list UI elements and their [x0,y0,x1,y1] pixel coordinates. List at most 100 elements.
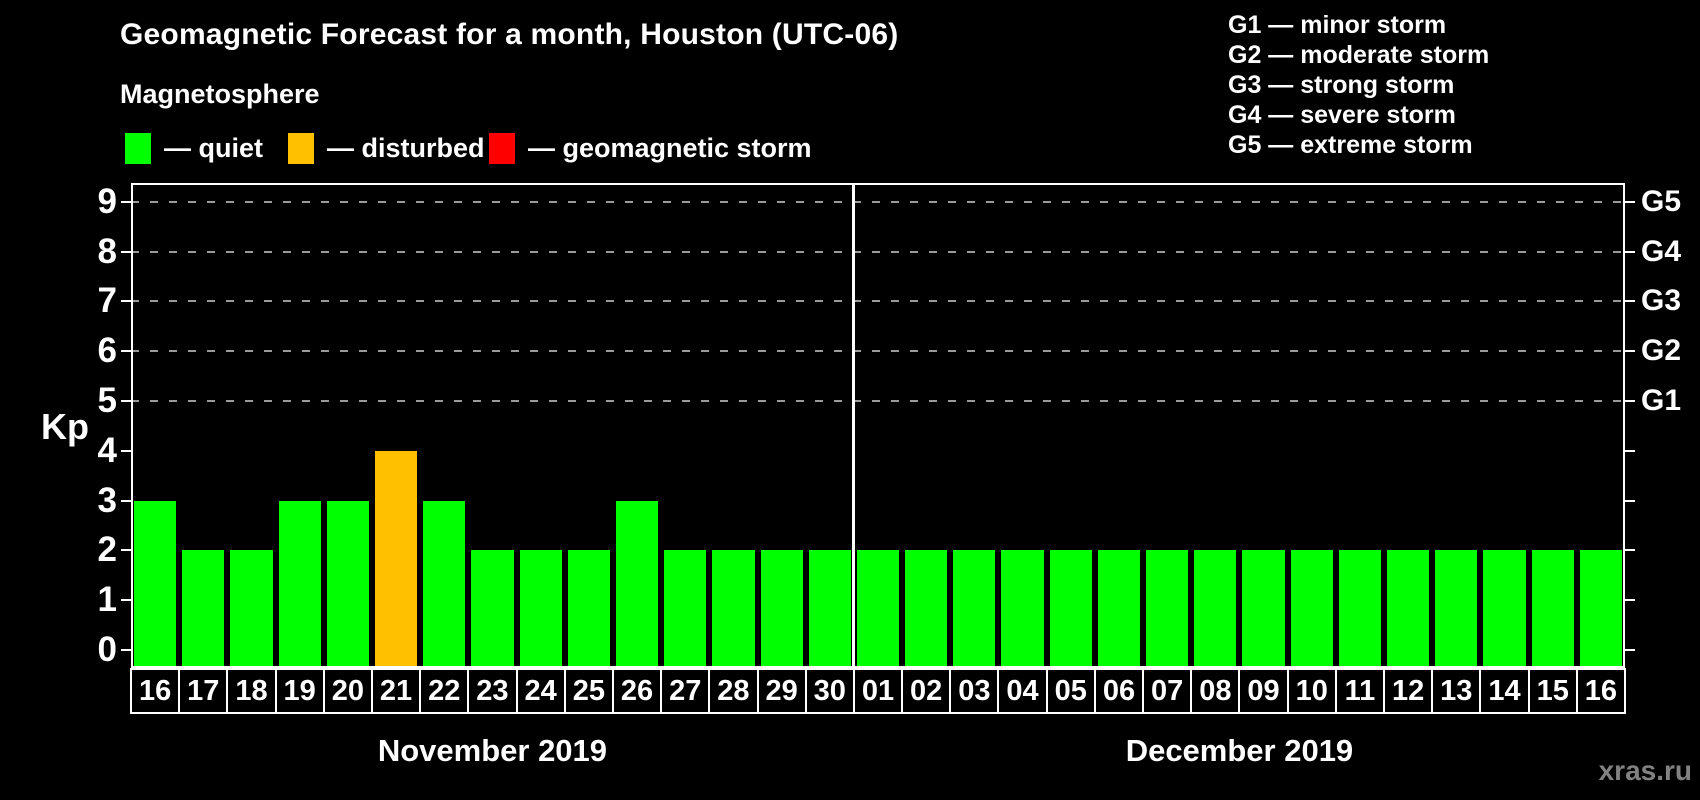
y-tick-left-1 [121,599,131,602]
kp-bar-day-07 [1146,550,1189,666]
kp-bar-day-24 [519,550,562,666]
y-tick-left-6 [121,350,131,353]
y-tick-right-4 [1625,449,1635,452]
day-label-cell: 23 [467,668,518,714]
g-scale-legend-line: G1 — minor storm [1228,11,1447,39]
y-tick-right-8 [1625,250,1635,253]
g-scale-legend-line: G4 — severe storm [1228,101,1456,129]
y-tick-label-4: 4 [97,430,117,470]
day-label-cell: 07 [1142,668,1193,714]
legend-item-geomagnetic-storm: — geomagnetic storm [489,133,812,164]
kp-bar-day-21 [374,450,418,666]
day-label-cell: 16 [130,668,181,714]
kp-bar-day-29 [760,550,803,666]
y-tick-label-2: 2 [97,530,117,570]
y-tick-right-3 [1625,499,1635,502]
g-scale-legend-line: G3 — strong storm [1228,71,1455,99]
kp-bar-day-12 [1387,550,1430,666]
y-tick-right-0 [1625,649,1635,651]
y-tick-label-9: 9 [97,181,117,221]
kp-bar-day-17 [182,550,225,666]
y-tick-right-9 [1625,200,1635,203]
day-label-cell: 03 [949,668,1000,714]
kp-bar-day-05 [1049,550,1092,666]
month-label-0: November 2019 [377,733,608,768]
kp-bar-day-16 [134,500,177,666]
kp-bar-day-10 [1290,550,1333,666]
kp-bar-day-18 [230,550,273,666]
quiet-color-swatch [125,133,151,164]
kp-bar-day-13 [1435,550,1478,666]
y-tick-left-7 [121,300,131,303]
day-label-cell: 05 [1045,668,1096,714]
day-label-cell: 10 [1286,668,1337,714]
y-tick-left-8 [121,250,131,253]
kp-bar-day-15 [1531,550,1574,666]
kp-bar-day-14 [1483,550,1526,666]
day-label-cell: 06 [1093,668,1145,714]
y-tick-left-3 [121,499,131,502]
day-label-cell: 19 [274,668,325,714]
month-label-1: December 2019 [1125,733,1354,768]
y-tick-left-0 [121,649,131,651]
legend-item-disturbed: — disturbed [288,133,485,164]
g-scale-legend: G1 — minor storm G2 — moderate storm G3 … [1228,10,1489,160]
day-label-cell: 26 [611,668,663,714]
kp-bar-day-01 [856,550,900,666]
day-label-cell: 18 [226,668,277,714]
y-tick-label-3: 3 [97,480,117,520]
day-label-cell: 24 [515,668,566,714]
day-label-cell: 01 [852,668,904,714]
disturbed-color-swatch [288,133,314,164]
y-tick-right-1 [1625,599,1635,602]
day-label-cell: 02 [901,668,952,714]
day-label-cell: 30 [804,668,855,714]
kp-bar-day-28 [712,550,755,666]
kp-bar-day-19 [278,500,321,666]
g-axis-label-g4: G4 [1641,234,1682,268]
y-tick-left-2 [121,549,131,552]
day-label-cell: 16 [1575,668,1626,714]
legend-item-quiet: — quiet [125,133,263,164]
y-tick-right-5 [1625,400,1635,402]
day-label-cell: 08 [1190,668,1241,714]
day-label-cell: 09 [1238,668,1289,714]
day-label-cell: 14 [1479,668,1530,714]
gridline-kp6 [131,350,1625,353]
g-axis-label-g2: G2 [1641,334,1682,368]
kp-bar-day-09 [1242,550,1285,666]
chart-title: Geomagnetic Forecast for a month, Housto… [120,18,899,51]
y-tick-left-5 [121,400,131,402]
kp-bar-day-26 [615,500,659,666]
legend-label-geomagnetic-storm: — geomagnetic storm [528,133,812,163]
day-label-cell: 28 [708,668,759,714]
y-tick-label-6: 6 [97,331,117,371]
kp-bar-day-08 [1194,550,1237,666]
storm-color-swatch [489,133,515,164]
legend-label-quiet: — quiet [164,133,263,163]
day-label-cell: 13 [1431,668,1482,714]
y-tick-right-7 [1625,300,1635,303]
kp-bar-day-22 [423,500,466,666]
y-tick-label-8: 8 [97,231,117,271]
watermark: xras.ru [1598,755,1692,786]
kp-bar-day-20 [326,500,369,666]
day-label-cell: 29 [756,668,807,714]
g-axis-label-g3: G3 [1641,284,1682,318]
day-label-cell: 22 [419,668,470,714]
day-label-cell: 12 [1383,668,1434,714]
day-label-cell: 11 [1334,668,1386,714]
g-scale-legend-line: G2 — moderate storm [1228,41,1490,69]
kp-bar-day-03 [953,550,996,666]
chart-subtitle: Magnetosphere [120,79,320,109]
plot-border [131,183,1625,668]
kp-bar-day-04 [1001,550,1044,666]
g-axis-label-g5: G5 [1641,184,1682,218]
legend-label-disturbed: — disturbed [327,133,485,163]
y-tick-right-6 [1625,350,1635,353]
y-tick-left-4 [121,449,131,452]
y-axis-label: Kp [41,406,89,447]
gridline-kp9 [131,200,1625,203]
y-tick-label-5: 5 [97,381,117,420]
y-tick-left-9 [121,200,131,203]
